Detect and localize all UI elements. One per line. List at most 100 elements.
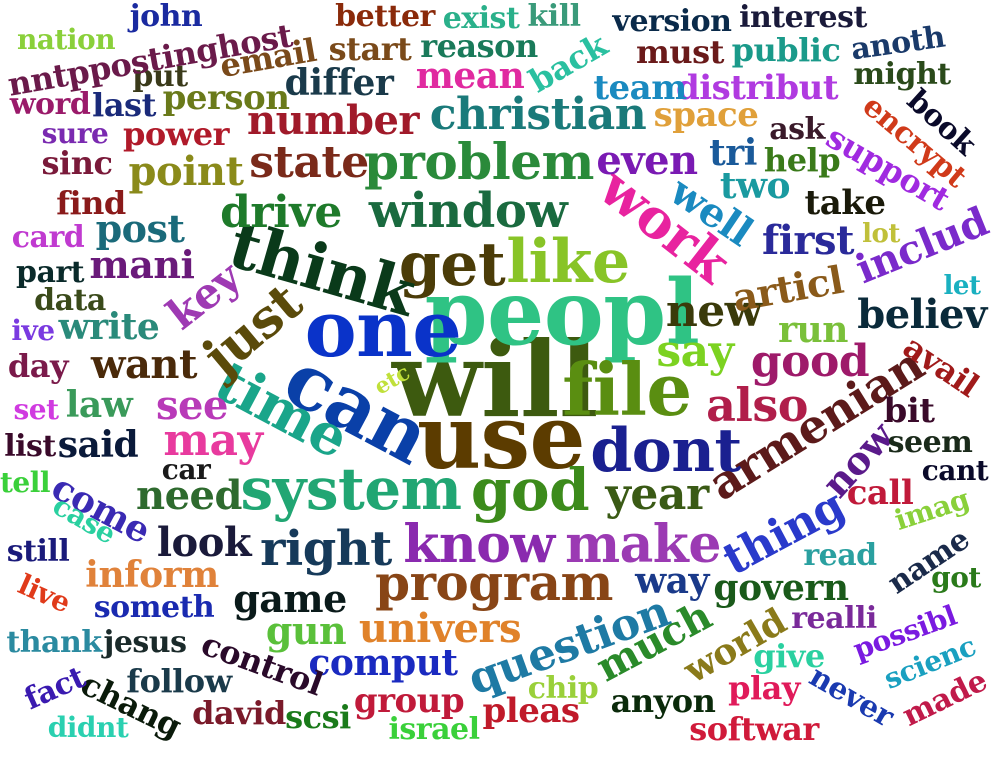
word-take: take <box>804 183 886 223</box>
word-better: better <box>335 0 435 34</box>
word-didnt: didnt <box>47 711 129 744</box>
word-public: public <box>731 31 841 69</box>
word-start: start <box>328 30 412 68</box>
word-sure: sure <box>41 117 109 150</box>
word-tri: tri <box>709 132 757 174</box>
word-mean: mean <box>415 55 525 97</box>
word-state: state <box>249 137 369 188</box>
word-like: like <box>506 227 630 297</box>
word-dont: dont <box>590 416 742 486</box>
word-make: make <box>565 514 721 575</box>
word-help: help <box>763 141 841 179</box>
word-anyon: anyon <box>610 682 716 720</box>
word-find: find <box>56 184 126 222</box>
word-get: get <box>398 230 506 300</box>
word-christian: christian <box>429 89 647 140</box>
word-nation: nation <box>16 23 116 56</box>
word-year: year <box>605 469 709 520</box>
word-sinc: sinc <box>41 144 113 182</box>
word-read: read <box>803 538 877 573</box>
word-realli: realli <box>791 601 877 636</box>
word-look: look <box>156 519 252 566</box>
word-thank: thank <box>6 625 102 660</box>
word-follow: follow <box>126 662 232 700</box>
word-let: let <box>943 271 981 301</box>
word-univers: univers <box>358 605 522 652</box>
word-got: got <box>931 561 981 594</box>
word-car: car <box>161 453 211 486</box>
word-scsi: scsi <box>285 698 351 736</box>
word-one: one <box>304 284 462 375</box>
word-ask: ask <box>769 112 825 147</box>
word-kill: kill <box>527 0 581 34</box>
word-reason: reason <box>420 27 538 65</box>
word-give: give <box>753 637 825 675</box>
word-card: card <box>11 220 85 255</box>
word-might: might <box>853 57 951 92</box>
word-day: day <box>7 347 69 385</box>
word-set: set <box>13 393 59 426</box>
word-power: power <box>123 115 229 153</box>
word-space: space <box>653 95 759 135</box>
word-see: see <box>156 382 228 429</box>
word-david: david <box>192 694 286 732</box>
word-want: want <box>91 341 197 388</box>
word-right: right <box>260 521 392 577</box>
word-seem: seem <box>887 425 973 460</box>
word-mani: mani <box>89 242 195 287</box>
word-john: john <box>129 0 203 34</box>
word-use: use <box>416 385 586 489</box>
word-problem: problem <box>364 132 594 191</box>
word-point: point <box>128 148 244 195</box>
word-god: god <box>470 456 590 524</box>
word-group: group <box>353 681 465 721</box>
word-list: list <box>4 429 56 464</box>
word-softwar: softwar <box>689 710 819 748</box>
word-version: version <box>612 4 732 39</box>
word-person: person <box>162 78 290 118</box>
word-peopl: peopl <box>424 260 700 366</box>
word-still: still <box>6 534 70 569</box>
word-part: part <box>15 255 85 290</box>
word-comput: comput <box>308 642 459 684</box>
word-jesus: jesus <box>103 625 187 660</box>
word-bit: bit <box>883 391 935 431</box>
word-word: word <box>9 87 91 122</box>
word-two: two <box>719 165 791 207</box>
word-even: even <box>596 137 698 184</box>
word-must: must <box>636 33 724 71</box>
word-ive: ive <box>11 314 55 347</box>
word-number: number <box>247 97 419 144</box>
word-tell: tell <box>0 466 51 499</box>
word-may: may <box>163 415 263 466</box>
word-good: good <box>750 336 870 387</box>
word-someth: someth <box>93 590 215 625</box>
word-lot: lot <box>862 219 900 249</box>
word-put: put <box>132 59 188 94</box>
word-pleas: pleas <box>482 691 581 731</box>
word-team: team <box>593 68 687 108</box>
word-need: need <box>136 472 242 519</box>
word-also: also <box>706 378 808 432</box>
word-gun: gun <box>265 608 347 653</box>
word-window: window <box>368 183 568 239</box>
word-exist: exist <box>442 1 520 36</box>
word-data: data <box>34 283 106 318</box>
word-last: last <box>92 86 156 124</box>
word-say: say <box>656 326 734 377</box>
word-live: live <box>13 567 76 620</box>
word-first: first <box>762 217 854 264</box>
word-game: game <box>233 576 347 621</box>
word-israel: israel <box>388 712 480 747</box>
word-will: will <box>391 318 599 441</box>
word-fact: fact <box>19 659 91 718</box>
word-said: said <box>57 424 139 466</box>
word-differ: differ <box>284 62 394 104</box>
word-write: write <box>58 306 160 348</box>
word-know: know <box>403 514 555 575</box>
word-govern: govern <box>713 567 849 609</box>
word-call: call <box>846 473 914 513</box>
word-file: file <box>562 347 692 432</box>
word-program: program <box>375 553 613 612</box>
